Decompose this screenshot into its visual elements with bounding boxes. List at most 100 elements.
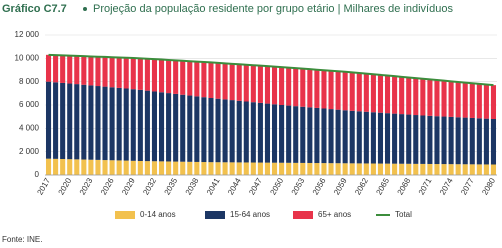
y-tick-label: 2 000 — [19, 147, 40, 156]
bar-segment — [180, 161, 186, 175]
bar-segment — [222, 99, 228, 163]
bar-segment — [321, 163, 327, 175]
y-tick-label: 0 — [35, 170, 40, 179]
bar-segment — [173, 161, 179, 175]
x-tick-label: 2071 — [417, 176, 434, 196]
legend-label: Total — [395, 210, 412, 219]
bar-segment — [328, 163, 334, 175]
x-tick-label: 2056 — [311, 176, 328, 196]
bar-segment — [229, 63, 235, 101]
bar-segment — [144, 161, 150, 175]
bar-segment — [187, 61, 193, 96]
bar-segment — [363, 73, 369, 112]
bar-segment — [392, 163, 398, 175]
bar-segment — [271, 104, 278, 163]
bar-segment — [151, 59, 158, 92]
bar-segment — [102, 56, 108, 87]
bar-segment — [208, 162, 214, 175]
bar-segment — [116, 57, 122, 88]
bar-segment — [321, 108, 327, 164]
bar-segment — [173, 60, 179, 94]
bar-segment — [286, 162, 292, 175]
legend-swatch — [205, 211, 225, 219]
bar-segment — [321, 70, 327, 109]
y-tick-label: 4 000 — [19, 123, 40, 132]
bar-segment — [384, 163, 391, 175]
bar-segment — [243, 162, 249, 175]
bar-segment — [158, 59, 165, 93]
bar-segment — [130, 89, 136, 161]
bar-segment — [271, 66, 278, 105]
bar-segment — [88, 56, 94, 86]
bar-segment — [279, 162, 285, 175]
x-tick-label: 2059 — [332, 176, 349, 196]
bar-segment — [335, 163, 341, 175]
bar-segment — [384, 75, 391, 114]
bar-segment — [81, 56, 87, 85]
bar-segment — [427, 79, 433, 116]
bar-segment — [476, 164, 482, 175]
legend-label: 65+ anos — [318, 210, 351, 219]
bar-segment — [264, 103, 271, 163]
bar-segment — [166, 93, 172, 162]
bar-segment — [307, 69, 313, 108]
bar-segment — [53, 82, 59, 159]
bar-segment — [427, 115, 433, 164]
bar-segment — [53, 158, 59, 175]
bar-segment — [349, 72, 355, 111]
bar-segment — [166, 59, 172, 94]
bar-segment — [363, 111, 369, 164]
bar-segment — [413, 78, 419, 116]
bar-segment — [279, 105, 285, 163]
x-tick-label: 2074 — [438, 176, 455, 196]
bar-segment — [137, 89, 143, 161]
x-tick-label: 2044 — [226, 176, 243, 196]
bar-segment — [441, 80, 447, 117]
bar-segment — [370, 163, 376, 175]
bar-segment — [229, 162, 235, 175]
bar-segment — [434, 80, 440, 117]
bar-segment — [328, 109, 334, 164]
bar-segment — [95, 159, 101, 175]
bar-segment — [109, 57, 115, 88]
bar-segment — [476, 118, 482, 165]
bar-segment — [363, 163, 369, 175]
bar-segment — [476, 83, 482, 119]
bar-segment — [88, 159, 94, 175]
bar-segment — [399, 76, 405, 115]
bar-segment — [215, 62, 221, 99]
x-tick-label: 2077 — [459, 176, 476, 196]
bar-segment — [102, 86, 108, 161]
bar-segment — [370, 74, 376, 113]
bar-segment — [215, 162, 221, 175]
bar-segment — [53, 55, 59, 83]
x-tick-label: 2029 — [120, 176, 137, 196]
bar-segment — [208, 62, 214, 98]
bar-segment — [420, 78, 426, 116]
bar-segment — [370, 112, 376, 164]
bar-segment — [151, 91, 158, 162]
bar-segment — [349, 163, 355, 175]
legend-label: 0-14 anos — [140, 210, 176, 219]
bar-segment — [279, 67, 285, 105]
bar-segment — [74, 84, 80, 160]
bar-segment — [116, 87, 122, 161]
legend-swatch — [115, 211, 135, 219]
bar-segment — [335, 71, 341, 110]
bar-segment — [300, 106, 306, 163]
bar-segment — [342, 163, 348, 175]
x-tick-label: 2023 — [78, 176, 95, 196]
x-tick-label: 2062 — [353, 176, 370, 196]
bar-segment — [469, 117, 475, 165]
bar-segment — [420, 163, 426, 175]
title-bullet — [83, 7, 87, 11]
bar-segment — [356, 163, 362, 175]
y-tick-label: 6 000 — [19, 100, 40, 109]
bar-segment — [286, 67, 292, 106]
bar-segment — [342, 110, 348, 164]
bar-segment — [406, 163, 412, 175]
bar-segment — [342, 71, 348, 111]
total-line — [48, 53, 494, 87]
bar-segment — [151, 161, 158, 175]
